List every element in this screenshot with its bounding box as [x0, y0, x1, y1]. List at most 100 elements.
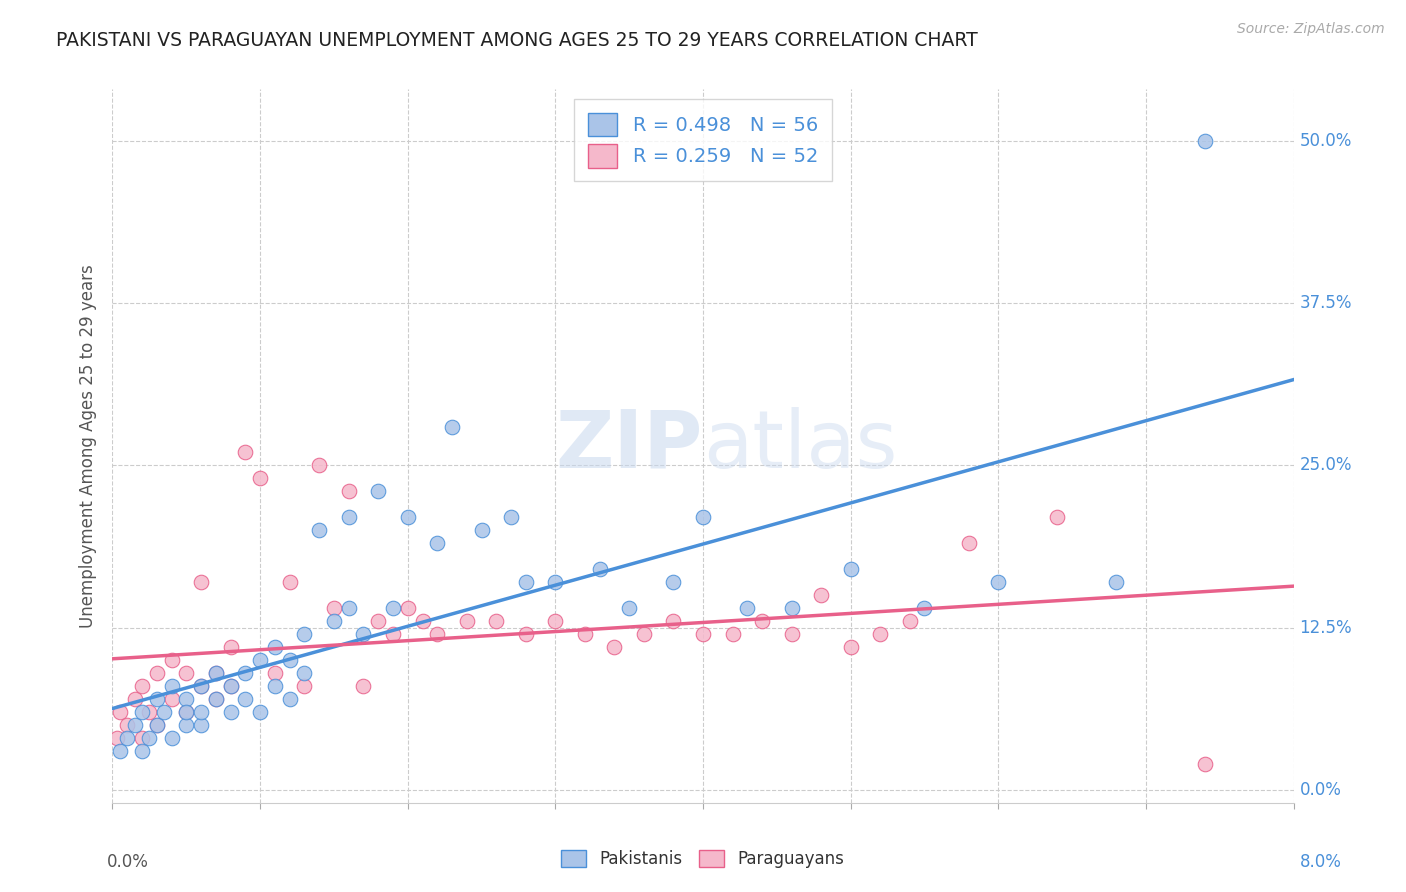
Point	[721, 627, 744, 641]
Point	[249, 653, 271, 667]
Point	[131, 731, 153, 745]
Point	[426, 627, 449, 641]
Point	[190, 705, 212, 719]
Point	[810, 588, 832, 602]
Point	[124, 692, 146, 706]
Y-axis label: Unemployment Among Ages 25 to 29 years: Unemployment Among Ages 25 to 29 years	[79, 264, 97, 628]
Point	[869, 627, 891, 641]
Point	[233, 666, 256, 681]
Point	[501, 510, 523, 524]
Point	[233, 692, 256, 706]
Text: 0.0%: 0.0%	[107, 853, 149, 871]
Point	[337, 601, 360, 615]
Point	[692, 510, 714, 524]
Point	[396, 510, 419, 524]
Point	[233, 445, 256, 459]
Point	[146, 718, 169, 732]
Point	[515, 627, 537, 641]
Point	[131, 679, 153, 693]
Point	[190, 679, 212, 693]
Point	[412, 614, 434, 628]
Point	[780, 627, 803, 641]
Point	[352, 679, 374, 693]
Point	[619, 601, 641, 615]
Point	[219, 705, 242, 719]
Point	[174, 718, 197, 732]
Point	[367, 484, 389, 499]
Point	[278, 575, 301, 590]
Point	[264, 679, 287, 693]
Point	[662, 614, 685, 628]
Point	[174, 666, 197, 681]
Point	[278, 653, 301, 667]
Point	[117, 718, 138, 732]
Point	[751, 614, 773, 628]
Point	[205, 692, 228, 706]
Point	[987, 575, 1010, 590]
Text: 8.0%: 8.0%	[1299, 853, 1341, 871]
Point	[544, 575, 567, 590]
Point	[737, 601, 759, 615]
Point	[190, 575, 212, 590]
Point	[292, 679, 315, 693]
Legend: Pakistanis, Paraguayans: Pakistanis, Paraguayans	[554, 843, 852, 875]
Point	[160, 731, 183, 745]
Point	[323, 614, 346, 628]
Point	[1194, 134, 1216, 148]
Point	[292, 666, 315, 681]
Point	[1105, 575, 1128, 590]
Point	[308, 524, 330, 538]
Point	[588, 562, 610, 576]
Point	[382, 627, 405, 641]
Point	[264, 640, 287, 654]
Text: 12.5%: 12.5%	[1299, 619, 1353, 637]
Point	[544, 614, 567, 628]
Point	[367, 614, 389, 628]
Legend: R = 0.498   N = 56, R = 0.259   N = 52: R = 0.498 N = 56, R = 0.259 N = 52	[574, 99, 832, 181]
Point	[124, 718, 146, 732]
Point	[174, 705, 197, 719]
Point	[352, 627, 374, 641]
Text: atlas: atlas	[703, 407, 897, 485]
Text: Source: ZipAtlas.com: Source: ZipAtlas.com	[1237, 22, 1385, 37]
Point	[426, 536, 449, 550]
Point	[249, 705, 271, 719]
Point	[898, 614, 921, 628]
Point	[219, 679, 242, 693]
Point	[146, 692, 169, 706]
Point	[249, 471, 271, 485]
Point	[146, 666, 169, 681]
Point	[160, 679, 183, 693]
Point	[485, 614, 508, 628]
Point	[574, 627, 596, 641]
Text: 50.0%: 50.0%	[1299, 132, 1351, 150]
Point	[278, 692, 301, 706]
Point	[1046, 510, 1069, 524]
Point	[662, 575, 685, 590]
Point	[105, 731, 128, 745]
Point	[382, 601, 405, 615]
Point	[153, 705, 176, 719]
Point	[337, 484, 360, 499]
Point	[323, 601, 346, 615]
Point	[205, 666, 228, 681]
Point	[914, 601, 936, 615]
Point	[264, 666, 287, 681]
Point	[174, 705, 197, 719]
Point	[219, 640, 242, 654]
Point	[117, 731, 138, 745]
Point	[131, 705, 153, 719]
Point	[603, 640, 626, 654]
Point	[839, 640, 862, 654]
Point	[138, 731, 160, 745]
Text: 37.5%: 37.5%	[1299, 294, 1353, 312]
Text: 25.0%: 25.0%	[1299, 457, 1353, 475]
Point	[174, 692, 197, 706]
Point	[205, 692, 228, 706]
Text: PAKISTANI VS PARAGUAYAN UNEMPLOYMENT AMONG AGES 25 TO 29 YEARS CORRELATION CHART: PAKISTANI VS PARAGUAYAN UNEMPLOYMENT AMO…	[56, 31, 979, 50]
Point	[131, 744, 153, 758]
Point	[633, 627, 655, 641]
Point	[146, 718, 169, 732]
Point	[1194, 756, 1216, 771]
Point	[692, 627, 714, 641]
